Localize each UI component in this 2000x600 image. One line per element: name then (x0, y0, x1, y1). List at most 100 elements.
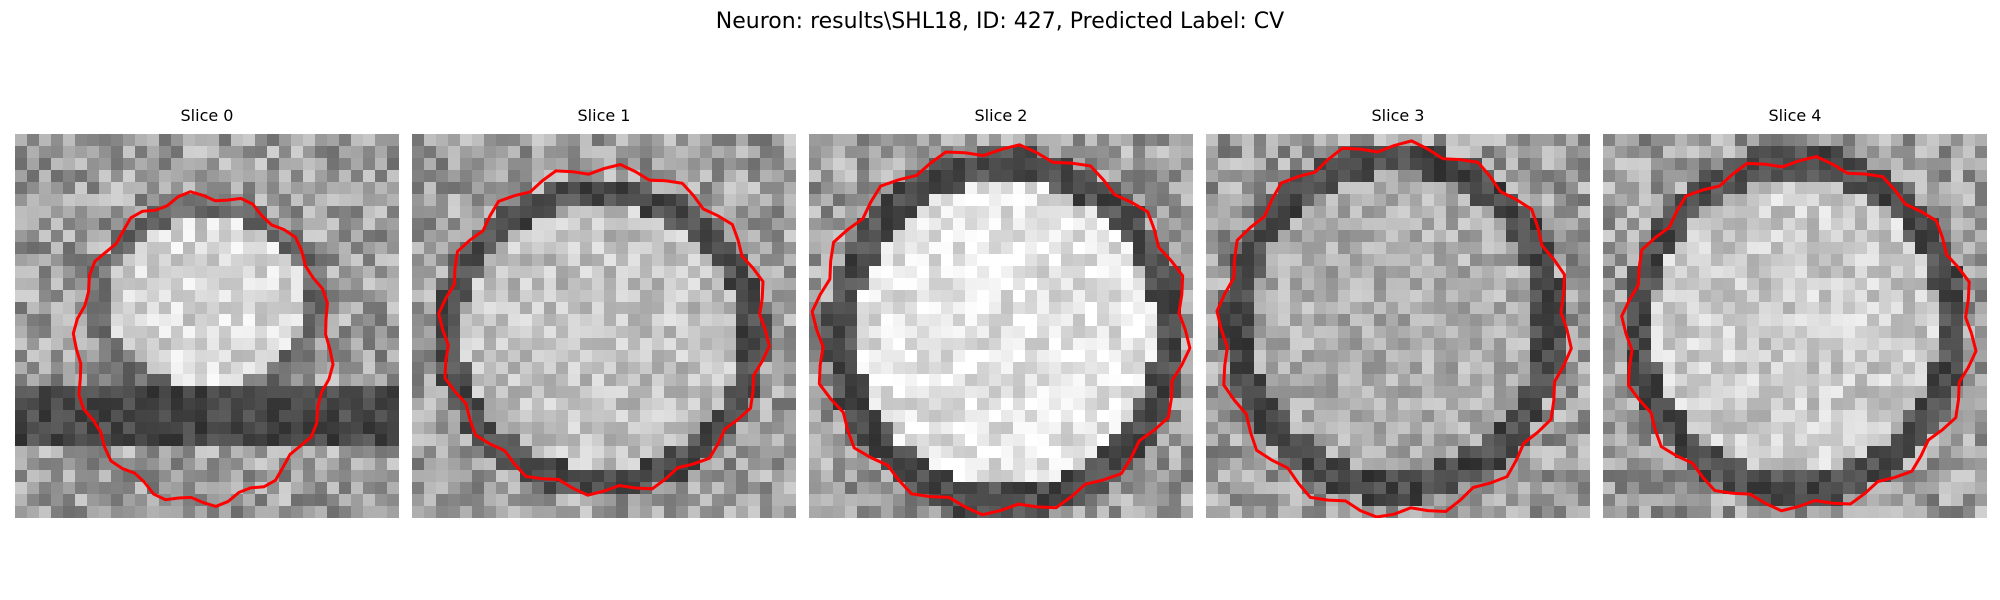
image-pixel (652, 206, 665, 219)
image-pixel (1326, 158, 1339, 171)
image-pixel (1049, 182, 1062, 195)
image-pixel (1049, 350, 1062, 363)
image-pixel (520, 206, 533, 219)
image-pixel (195, 242, 208, 255)
image-pixel (1891, 278, 1904, 291)
image-pixel (1699, 374, 1712, 387)
image-pixel (484, 410, 497, 423)
image-pixel (159, 290, 172, 303)
image-pixel (351, 206, 364, 219)
image-pixel (893, 362, 906, 375)
image-pixel (1867, 158, 1880, 171)
image-pixel (351, 290, 364, 303)
image-pixel (460, 470, 473, 483)
image-pixel (1314, 434, 1327, 447)
image-pixel (1206, 494, 1219, 507)
image-pixel (171, 158, 184, 171)
image-pixel (833, 494, 846, 507)
image-pixel (75, 278, 88, 291)
image-pixel (1133, 146, 1146, 159)
image-pixel (748, 314, 761, 327)
image-pixel (1951, 242, 1964, 255)
image-pixel (628, 278, 641, 291)
image-pixel (1422, 206, 1435, 219)
image-pixel (712, 218, 725, 231)
image-pixel (1915, 338, 1928, 351)
image-pixel (460, 254, 473, 267)
image-pixel (339, 218, 352, 231)
image-pixel (363, 506, 376, 518)
image-pixel (291, 302, 304, 315)
image-pixel (640, 410, 653, 423)
image-pixel (27, 290, 40, 303)
image-pixel (1494, 398, 1507, 411)
image-pixel (652, 134, 665, 147)
image-pixel (231, 290, 244, 303)
image-pixel (1855, 266, 1868, 279)
image-pixel (688, 362, 701, 375)
image-pixel (1482, 338, 1495, 351)
image-pixel (989, 170, 1002, 183)
image-pixel (965, 374, 978, 387)
image-pixel (1206, 386, 1219, 399)
image-pixel (412, 506, 425, 518)
image-pixel (1915, 278, 1928, 291)
image-pixel (821, 170, 834, 183)
image-pixel (111, 470, 124, 483)
image-pixel (929, 302, 942, 315)
image-pixel (1410, 398, 1423, 411)
image-pixel (171, 482, 184, 495)
image-pixel (183, 242, 196, 255)
image-pixel (568, 182, 581, 195)
image-pixel (1939, 266, 1952, 279)
image-pixel (183, 434, 196, 447)
image-pixel (688, 482, 701, 495)
image-pixel (905, 254, 918, 267)
image-pixel (472, 482, 485, 495)
image-pixel (989, 338, 1002, 351)
image-pixel (183, 314, 196, 327)
image-pixel (1302, 194, 1315, 207)
image-pixel (1482, 374, 1495, 387)
image-pixel (1663, 134, 1676, 147)
image-pixel (339, 290, 352, 303)
image-pixel (1879, 338, 1892, 351)
image-pixel (1085, 206, 1098, 219)
image-pixel (1687, 338, 1700, 351)
image-pixel (1494, 374, 1507, 387)
image-pixel (436, 506, 449, 518)
image-pixel (1254, 362, 1267, 375)
image-pixel (1566, 254, 1579, 267)
image-pixel (1386, 242, 1399, 255)
image-pixel (1879, 254, 1892, 267)
image-pixel (39, 254, 52, 267)
image-pixel (1314, 338, 1327, 351)
image-pixel (375, 182, 388, 195)
image-pixel (51, 206, 64, 219)
image-pixel (1506, 422, 1519, 435)
image-pixel (1506, 374, 1519, 387)
image-pixel (1903, 374, 1916, 387)
image-pixel (27, 386, 40, 399)
image-pixel (135, 158, 148, 171)
image-pixel (1494, 218, 1507, 231)
image-pixel (159, 278, 172, 291)
image-pixel (1254, 458, 1267, 471)
image-pixel (532, 458, 545, 471)
image-pixel (1554, 422, 1567, 435)
image-pixel (1350, 194, 1363, 207)
image-pixel (1963, 158, 1976, 171)
image-pixel (1759, 422, 1772, 435)
image-pixel (267, 338, 280, 351)
image-pixel (688, 266, 701, 279)
image-pixel (1085, 158, 1098, 171)
image-pixel (1025, 218, 1038, 231)
image-pixel (159, 182, 172, 195)
image-pixel (219, 134, 232, 147)
image-pixel (989, 194, 1002, 207)
image-pixel (1350, 230, 1363, 243)
image-pixel (1470, 302, 1483, 315)
image-pixel (412, 374, 425, 387)
image-pixel (387, 434, 399, 447)
image-pixel (688, 338, 701, 351)
